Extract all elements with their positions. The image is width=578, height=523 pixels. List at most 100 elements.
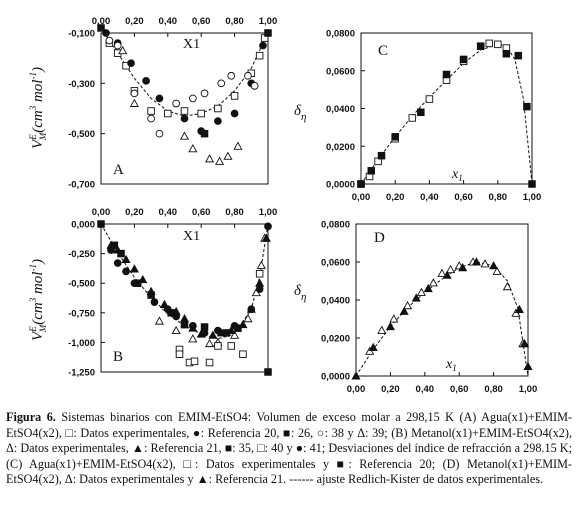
data-point-filled-circle — [130, 279, 139, 288]
panel-A: 0,00 0,20 0,40 0,60 0,80 1,00 -0,100 -0,300 -0,5… — [28, 16, 277, 191]
y-axis-label: δη — [294, 103, 306, 123]
data-point-open-square — [190, 357, 199, 366]
data-point-filled-square — [97, 24, 105, 32]
data-point-open-triangle — [492, 266, 502, 275]
data-point-open-triangle — [377, 325, 387, 334]
data-point-filled-circle — [255, 285, 264, 293]
data-point-filled-circle — [172, 312, 181, 321]
data-point-filled-square — [180, 320, 189, 329]
data-point-filled-square — [367, 167, 376, 175]
y-tick-label: 0,0600 — [326, 66, 355, 77]
series-open-circle — [105, 36, 259, 138]
x-tick-label: 0,40 — [159, 16, 178, 27]
data-point-filled-square — [222, 329, 230, 337]
data-point-filled-triangle — [519, 338, 530, 348]
series-open-triangle — [154, 233, 270, 348]
x-tick-label: 0,00 — [347, 384, 366, 395]
data-point-open-square — [197, 109, 205, 118]
y-tick-label: -0,250 — [68, 249, 95, 260]
data-point-open-circle — [217, 79, 226, 88]
data-point-filled-square — [528, 180, 536, 188]
series-filled-square — [357, 42, 536, 188]
data-point-filled-triangle — [121, 254, 131, 264]
y-tick-label: -0,100 — [68, 29, 95, 40]
data-point-open-circle — [105, 36, 114, 45]
y-tick-label: 0,0400 — [321, 296, 350, 307]
y-axis-label-superscript: E — [28, 134, 38, 141]
y-tick-label: 0,0200 — [321, 334, 350, 345]
y-tick-label: 0,0800 — [326, 29, 355, 40]
data-point-open-square — [485, 39, 494, 48]
x-tick-label: 0,40 — [420, 192, 439, 203]
y-axis-label-units: ) — [30, 67, 46, 73]
figure-canvas: 0,00 0,20 0,40 0,60 0,80 1,00 -0,100 -0,300 -0,5… — [28, 16, 541, 396]
data-point-filled-triangle — [129, 264, 139, 273]
y-tick-label: -0,300 — [68, 79, 95, 90]
y-axis-label-exponent: -1 — [28, 264, 38, 272]
data-point-filled-circle — [127, 59, 135, 68]
data-point-open-circle — [172, 99, 181, 108]
data-point-open-triangle — [230, 330, 240, 339]
data-point-filled-circle — [230, 321, 239, 330]
data-point-open-circle — [250, 81, 259, 90]
series-open-triangle — [118, 45, 243, 165]
y-axis-label-exponent: -1 — [28, 72, 38, 80]
data-point-filled-circle — [214, 117, 222, 125]
panel-letter: C — [378, 43, 388, 59]
data-point-open-square — [214, 342, 222, 350]
data-point-filled-circle — [189, 321, 197, 330]
data-point-open-square — [164, 109, 172, 118]
data-point-filled-triangle — [514, 304, 524, 313]
data-point-filled-triangle — [179, 313, 190, 323]
data-point-open-triangle — [243, 313, 253, 323]
data-point-open-triangle — [118, 45, 128, 55]
data-point-filled-triangle — [489, 261, 499, 270]
data-point-open-square — [175, 350, 184, 358]
caption-text: Sistemas binarios con EMIM-EtSO4: Volume… — [6, 410, 572, 486]
y-axis-label-subscript: M — [38, 132, 48, 141]
panel-B: 0,00 0,20 0,40 0,60 0,80 1,00 0,000 -0,250 -0,50… — [28, 207, 277, 379]
data-point-filled-triangle — [208, 330, 218, 339]
data-point-open-square — [180, 107, 189, 115]
y-tick-label: -0,750 — [68, 308, 95, 319]
data-point-filled-triangle — [423, 283, 433, 293]
series-filled-circle — [102, 29, 267, 135]
panel-letter: B — [113, 349, 123, 365]
data-point-filled-circle — [247, 305, 256, 314]
panel-C: 0,00 0,20 0,40 0,60 0,80 1,00 0,0000 0,0200 0,04… — [294, 29, 541, 204]
x-axis-label: x1 — [451, 167, 463, 183]
series-filled-square — [97, 24, 272, 138]
data-point-open-square — [227, 342, 236, 350]
x-axis-label: X1 — [183, 37, 200, 52]
data-point-open-triangle — [446, 264, 456, 274]
x-tick-label: 1,00 — [259, 207, 278, 218]
data-point-filled-square — [502, 50, 511, 58]
y-tick-label: -1,250 — [68, 368, 95, 379]
data-point-filled-square — [357, 180, 365, 188]
y-axis-label-subscript: M — [38, 324, 48, 333]
data-point-open-triangle — [403, 300, 413, 310]
x-tick-label: 1,00 — [259, 16, 278, 27]
panel-D: 0,00 0,20 0,40 0,60 0,80 1,00 0,0000 0,0200 0,04… — [294, 220, 537, 396]
data-point-filled-square — [459, 55, 468, 64]
data-point-filled-triangle — [351, 371, 361, 380]
data-point-filled-square — [264, 29, 272, 37]
plot-frame — [100, 223, 269, 373]
data-point-filled-triangle — [458, 262, 468, 272]
data-point-filled-triangle — [385, 321, 395, 331]
data-point-filled-triangle — [442, 270, 452, 279]
data-point-filled-circle — [122, 267, 130, 276]
data-point-open-triangle — [188, 334, 198, 343]
data-point-filled-square — [391, 133, 399, 141]
data-point-filled-triangle — [255, 278, 265, 287]
y-tick-label: -0,500 — [68, 129, 95, 140]
data-point-open-square — [425, 95, 434, 103]
data-point-open-circle — [244, 71, 252, 80]
y-tick-label: 0,0200 — [326, 142, 355, 153]
x-tick-label: 0,00 — [352, 192, 371, 203]
data-point-filled-triangle — [471, 257, 481, 266]
data-point-filled-circle — [155, 94, 164, 103]
caption-prefix: Figura 6. — [6, 410, 56, 424]
series-filled-triangle — [351, 257, 533, 380]
x-tick-label: 0,20 — [386, 192, 405, 203]
